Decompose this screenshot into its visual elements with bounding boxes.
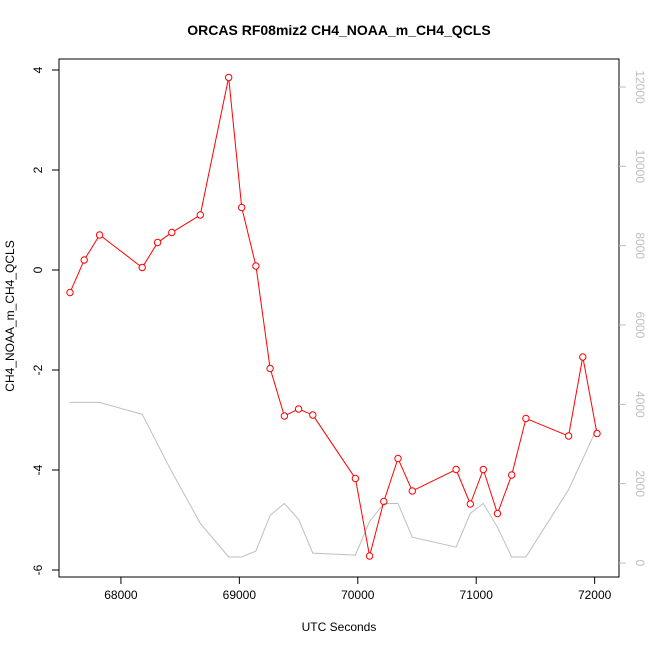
y-axis: -6 -4 -2 0 2 4: [31, 66, 59, 575]
plot-frame: [58, 58, 620, 578]
series-segment-red: [286, 409, 296, 416]
series-segment-red: [143, 244, 157, 266]
data-point-red: [309, 411, 317, 419]
series-segment-red: [512, 421, 526, 473]
data-point-red: [266, 364, 274, 373]
series-layer: [66, 73, 601, 560]
series-segment-red: [398, 461, 412, 489]
series-segment-red: [384, 461, 398, 499]
data-point-red: [479, 465, 487, 474]
series-segment-red: [101, 236, 141, 266]
y-tick-label: -6: [31, 564, 45, 575]
series-segment-red: [369, 504, 384, 554]
x-tick-label: 69000: [223, 588, 257, 602]
y-tick-label: -4: [31, 464, 45, 475]
series-segment-red: [414, 470, 454, 491]
series-segment-red: [568, 360, 583, 433]
data-point-red: [408, 487, 416, 495]
series-segment-red: [582, 360, 597, 431]
series-segment-red: [242, 210, 256, 264]
data-point-red: [394, 454, 402, 463]
series-segment-red: [85, 237, 99, 258]
y-tick-label: 0: [31, 266, 45, 273]
series-segment-red: [498, 477, 512, 511]
series-segment-red: [314, 417, 355, 477]
y2-tick-label: 4000: [633, 391, 647, 418]
data-point-red: [252, 262, 260, 270]
series-segment-red: [160, 233, 170, 242]
series-segment-red: [456, 472, 470, 502]
data-point-red: [294, 405, 303, 413]
series-segment-red: [483, 472, 497, 511]
series-segment-red: [528, 419, 566, 436]
data-point-red: [238, 203, 246, 212]
data-point-red: [280, 412, 289, 420]
series-segment-red: [470, 472, 483, 502]
x-tick-label: 70000: [341, 588, 375, 602]
x-axis-label: UTC Seconds: [302, 620, 377, 634]
chart-title: ORCAS RF08miz2 CH4_NOAA_m_CH4_QCLS: [187, 22, 490, 38]
series-segment-red: [270, 371, 284, 414]
x-axis: 68000 69000 70000 71000 72000: [104, 577, 612, 602]
data-point-red: [80, 256, 88, 264]
data-point-red: [579, 353, 587, 361]
data-point-red: [365, 552, 374, 560]
series-segment-red: [70, 262, 84, 290]
y2-tick-label: 12000: [633, 70, 647, 104]
data-point-red: [351, 474, 360, 483]
y2-tick-label: 8000: [633, 232, 647, 259]
data-point-red: [168, 228, 176, 237]
data-point-red: [225, 73, 233, 82]
data-point-red: [196, 211, 205, 219]
series-segment-red: [255, 269, 271, 366]
data-point-red: [452, 465, 460, 474]
x-tick-label: 68000: [104, 588, 138, 602]
data-point-red: [95, 231, 104, 239]
y2-tick-label: 0: [633, 560, 647, 567]
y2-tick-label: 10000: [633, 150, 647, 184]
data-point-red: [153, 238, 162, 247]
y-tick-label: 4: [31, 66, 45, 73]
series-segment-red: [200, 80, 229, 213]
series-segment-red: [228, 80, 242, 205]
series-segment-red: [355, 481, 370, 553]
series-segment-red: [301, 409, 310, 415]
right-axis: 0 2000 4000 6000 8000 10000 12000: [619, 70, 647, 567]
y-tick-label: 2: [31, 166, 45, 173]
data-point-red: [66, 288, 74, 297]
series-line-gray: [70, 401, 598, 558]
data-point-red: [593, 429, 601, 438]
data-point-red: [380, 497, 388, 506]
y-tick-label: -2: [31, 364, 45, 375]
y2-tick-label: 2000: [633, 470, 647, 497]
data-point-red: [138, 263, 146, 272]
data-point-red: [564, 432, 573, 440]
y2-tick-label: 6000: [633, 312, 647, 339]
y-axis-label: CH4_NOAA_m_CH4_QCLS: [3, 240, 17, 391]
x-tick-label: 72000: [578, 588, 612, 602]
series-segment-red: [174, 216, 198, 232]
x-tick-label: 71000: [460, 588, 494, 602]
data-point-red: [508, 471, 516, 479]
data-point-red: [493, 509, 502, 518]
data-point-red: [522, 414, 530, 423]
data-point-red: [466, 500, 474, 508]
